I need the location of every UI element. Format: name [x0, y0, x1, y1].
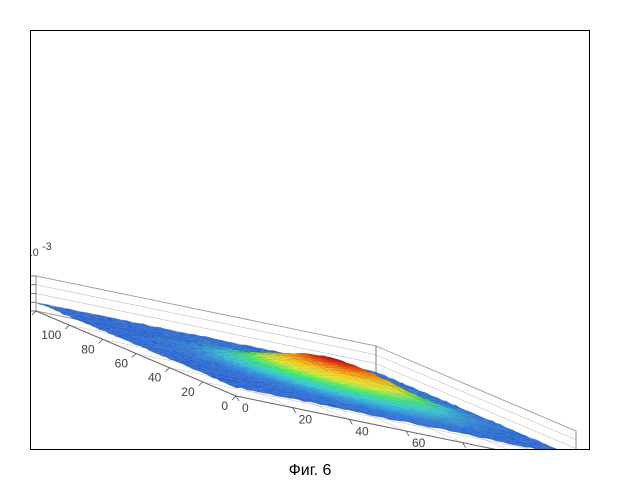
svg-text:0: 0 [242, 401, 249, 415]
svg-text:20: 20 [181, 385, 195, 399]
svg-text:60: 60 [115, 357, 129, 371]
svg-text:20: 20 [299, 413, 313, 427]
surface-mesh [36, 303, 576, 449]
surface-3d-svg: 020406080100120020406080100120-20246x 10… [31, 31, 589, 449]
figure-caption: Фиг. 6 [0, 462, 620, 480]
tick-labels: 020406080100120020406080100120-20246x 10… [31, 241, 589, 449]
svg-text:-3: -3 [42, 241, 52, 253]
svg-text:0: 0 [221, 399, 228, 413]
svg-text:80: 80 [469, 448, 483, 449]
svg-text:40: 40 [355, 424, 369, 438]
svg-text:100: 100 [41, 328, 61, 342]
z-exponent: x 10 [31, 247, 39, 259]
svg-text:40: 40 [148, 371, 162, 385]
svg-text:80: 80 [81, 342, 95, 356]
surface-plot-container: 020406080100120020406080100120-20246x 10… [30, 30, 590, 450]
svg-text:60: 60 [412, 436, 426, 449]
